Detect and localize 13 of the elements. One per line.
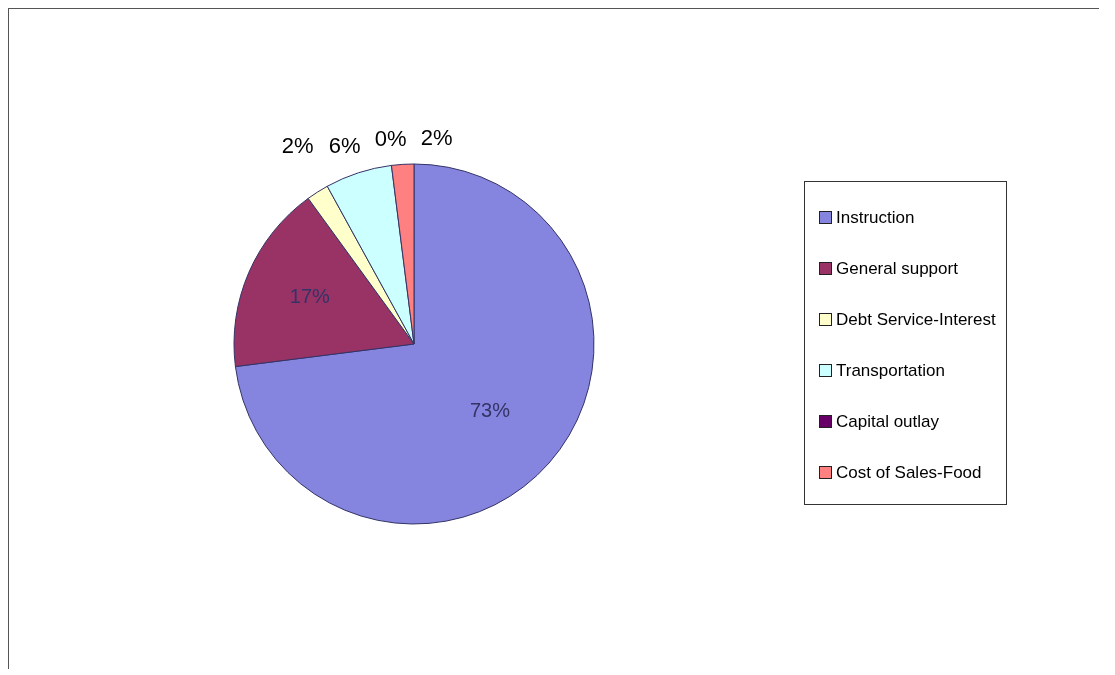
legend-label: Debt Service-Interest: [836, 309, 996, 330]
data-label: 2%: [281, 132, 314, 158]
text: 0%: [374, 126, 407, 152]
legend-label: General support: [836, 258, 958, 279]
legend-label: Transportation: [836, 360, 945, 381]
pie-slice: [234, 163, 595, 525]
data-label: 6%: [328, 132, 361, 158]
legend-label: Cost of Sales-Food: [836, 462, 982, 483]
legend-label: Capital outlay: [836, 411, 940, 432]
data-label: 17%: [289, 285, 331, 308]
data-label: 73%: [470, 399, 511, 422]
legend-label: Instruction: [836, 207, 915, 228]
data-label: 2%: [420, 124, 453, 150]
